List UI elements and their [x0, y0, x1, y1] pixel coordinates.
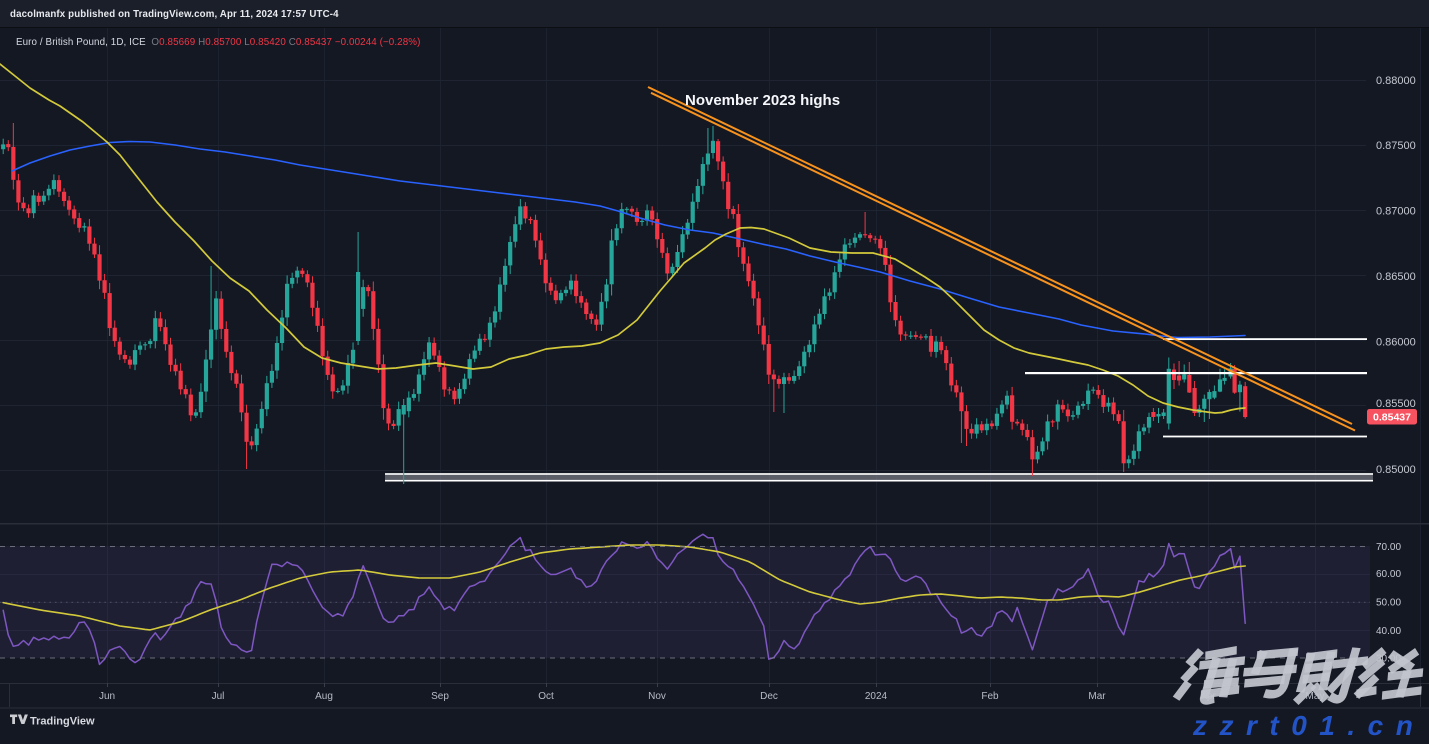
svg-text:dacolmanfx published on Tradin: dacolmanfx published on TradingView.com,… — [10, 9, 339, 20]
svg-text:30.00: 30.00 — [1376, 654, 1401, 665]
svg-text:0.85437: 0.85437 — [1373, 412, 1411, 424]
svg-text:0.86000: 0.86000 — [1376, 337, 1416, 349]
svg-text:Euro / British Pound, 1D, ICE: Euro / British Pound, 1D, ICE O0.85669 H… — [16, 37, 420, 48]
svg-text:TradingView: TradingView — [30, 716, 95, 728]
svg-text:Dec: Dec — [760, 691, 778, 702]
svg-text:Jun: Jun — [99, 691, 115, 702]
svg-text:Feb: Feb — [981, 691, 999, 702]
svg-text:zzrt01.cn: zzrt01.cn — [1192, 710, 1425, 739]
svg-text:0.85500: 0.85500 — [1376, 398, 1416, 410]
svg-text:Oct: Oct — [538, 691, 554, 702]
svg-text:Jul: Jul — [212, 691, 225, 702]
svg-text:60.00: 60.00 — [1376, 569, 1401, 580]
svg-text:0.85000: 0.85000 — [1376, 464, 1416, 476]
svg-text:Sep: Sep — [431, 691, 449, 702]
svg-text:Nov: Nov — [648, 691, 666, 702]
svg-text:70.00: 70.00 — [1376, 542, 1401, 553]
svg-text:40.00: 40.00 — [1376, 626, 1401, 637]
svg-text:0.87000: 0.87000 — [1376, 206, 1416, 218]
svg-text:0.88000: 0.88000 — [1376, 75, 1416, 87]
svg-text:Mar: Mar — [1088, 691, 1106, 702]
svg-text:50.00: 50.00 — [1376, 598, 1401, 609]
svg-text:0.87500: 0.87500 — [1376, 140, 1416, 152]
svg-text:May: May — [1306, 691, 1325, 702]
svg-text:2024: 2024 — [865, 691, 888, 702]
svg-text:November 2023 highs: November 2023 highs — [685, 92, 840, 109]
svg-text:0.86500: 0.86500 — [1376, 271, 1416, 283]
svg-text:Aug: Aug — [315, 691, 333, 702]
